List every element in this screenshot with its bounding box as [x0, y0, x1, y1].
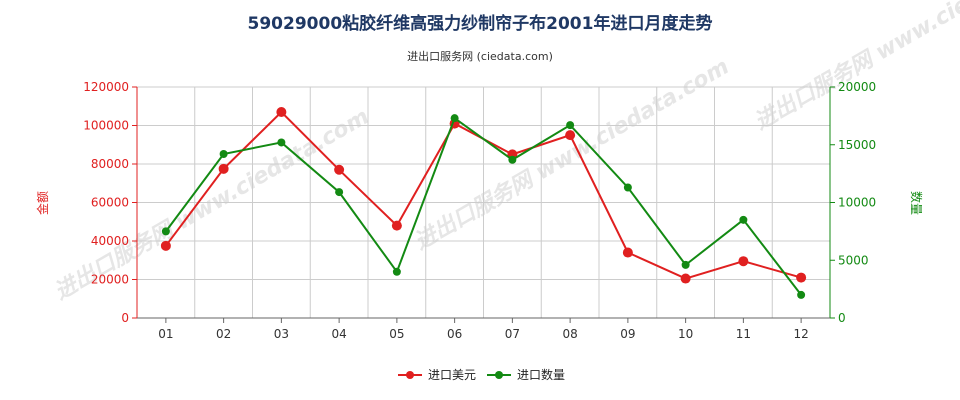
grid [136, 86, 831, 319]
x-tick-label: 11 [736, 327, 751, 341]
x-tick-label: 02 [216, 327, 231, 341]
series-1-point-11 [738, 256, 749, 267]
series-1-point-03 [276, 107, 287, 118]
left-tick-label: 80000 [91, 157, 129, 171]
series-2-point-07 [508, 155, 517, 164]
series-1-point-05 [391, 220, 402, 231]
series-1-point-12 [796, 272, 807, 283]
series-1-point-01 [160, 240, 171, 251]
series-2-point-02 [219, 149, 228, 158]
series-2-point-11 [739, 215, 748, 224]
right-tick-label: 20000 [838, 80, 876, 94]
left-tick-label: 0 [121, 311, 129, 325]
series-2-point-04 [335, 188, 344, 197]
x-tick-label: 12 [793, 327, 808, 341]
x-tick-label: 03 [274, 327, 289, 341]
series-1-point-08 [565, 130, 576, 141]
watermark-text-3: 进出口服务网 www.ciedata.com [751, 0, 960, 135]
series-2-point-01 [161, 227, 170, 236]
series [160, 107, 807, 299]
series-1-point-04 [334, 164, 345, 175]
x-tick-label: 08 [562, 327, 577, 341]
right-tick-label: 15000 [838, 138, 876, 152]
legend: 进口美元 进口数量 [398, 367, 565, 382]
series-line-2 [165, 116, 802, 296]
series-2-point-09 [623, 183, 632, 192]
legend-marker-2 [495, 371, 503, 379]
legend-marker-1 [406, 371, 414, 379]
left-tick-label: 100000 [83, 119, 129, 133]
series-2-point-03 [277, 138, 286, 147]
series-1-point-02 [218, 163, 229, 174]
x-tick-label: 04 [331, 327, 346, 341]
series-2-point-10 [681, 260, 690, 269]
chart-title: 59029000粘胶纤维高强力纱制帘子布2001年进口月度走势 [247, 14, 713, 34]
right-axis-title: 数量 [909, 191, 924, 215]
x-tick-label: 07 [505, 327, 520, 341]
watermark-text-2: 进出口服务网 www.ciedata.com [411, 54, 734, 255]
x-tick-label: 01 [158, 327, 173, 341]
right-tick-label: 10000 [838, 196, 876, 210]
x-tick-label: 06 [447, 327, 462, 341]
x-tick-label: 10 [678, 327, 693, 341]
watermark: 进出口服务网 www.ciedata.com 进出口服务网 www.ciedata… [51, 0, 960, 305]
axes: 0200004000060000800001000001200000500010… [35, 80, 924, 341]
left-tick-label: 20000 [91, 273, 129, 287]
legend-label-1: 进口美元 [428, 368, 476, 382]
right-tick-label: 0 [838, 311, 846, 325]
series-1-point-09 [622, 247, 633, 258]
series-1-point-10 [680, 273, 691, 284]
chart-subtitle: 进出口服务网 (ciedata.com) [407, 50, 553, 63]
legend-label-2: 进口数量 [517, 367, 565, 382]
left-axis-title: 金额 [35, 191, 50, 215]
left-tick-label: 40000 [91, 234, 129, 248]
series-2-point-05 [392, 267, 401, 276]
x-tick-label: 09 [620, 327, 635, 341]
series-2-point-08 [566, 121, 575, 130]
series-2-point-06 [450, 114, 459, 123]
x-tick-label: 05 [389, 327, 404, 341]
right-tick-label: 5000 [838, 253, 869, 267]
left-tick-label: 120000 [83, 80, 129, 94]
series-2-point-12 [797, 290, 806, 299]
left-tick-label: 60000 [91, 196, 129, 210]
